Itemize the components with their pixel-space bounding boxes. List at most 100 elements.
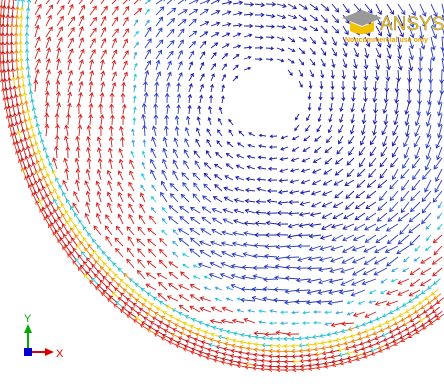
- vector-arrow: [156, 0, 166, 4]
- vector-arrow: [302, 158, 310, 162]
- vector-arrow: [212, 307, 223, 312]
- vector-arrow: [314, 158, 322, 162]
- vector-arrow: [324, 169, 332, 174]
- vector-arrow: [87, 158, 91, 169]
- vector-arrow: [167, 29, 174, 37]
- vector-arrow: [156, 7, 164, 15]
- vector-arrow: [2, 60, 6, 69]
- vector-arrow: [213, 326, 222, 330]
- vector-arrow: [219, 107, 222, 114]
- vector-arrow: [385, 81, 389, 92]
- vector-arrow: [143, 140, 146, 147]
- vector-arrow: [332, 59, 335, 67]
- vector-arrow: [267, 211, 277, 215]
- vector-arrow: [144, 93, 148, 103]
- vector-arrow: [392, 279, 399, 282]
- vector-arrow: [330, 103, 333, 111]
- vector-arrow: [244, 56, 251, 59]
- vector-arrow: [175, 116, 179, 125]
- vector-arrow: [57, 48, 61, 59]
- vector-arrow: [90, 60, 94, 70]
- vector-arrow: [18, 85, 22, 94]
- vector-arrow: [366, 202, 376, 209]
- vector-arrow: [410, 268, 420, 275]
- vector-arrow: [281, 322, 288, 325]
- vector-arrow: [211, 33, 219, 37]
- vector-arrow: [266, 14, 275, 18]
- vector-arrow: [222, 358, 231, 362]
- vector-arrow: [403, 268, 409, 272]
- vector-arrow: [227, 298, 234, 301]
- vector-arrow: [411, 191, 420, 201]
- vector-arrow: [178, 0, 187, 4]
- vector-arrow: [78, 114, 82, 125]
- vector-field: [0, 0, 444, 372]
- vector-arrow: [137, 239, 145, 246]
- vector-arrow: [167, 61, 171, 70]
- vector-arrow: [22, 148, 26, 157]
- vector-arrow: [352, 92, 356, 101]
- vector-arrow: [108, 181, 112, 191]
- vector-arrow: [300, 202, 310, 206]
- triad-y-head: [24, 324, 32, 333]
- vector-arrow: [93, 251, 99, 258]
- vector-arrow: [378, 202, 387, 210]
- vector-arrow: [418, 70, 422, 82]
- vector-arrow: [79, 82, 83, 92]
- vector-arrow: [392, 147, 398, 157]
- vector-arrow: [235, 188, 244, 192]
- vector-arrow: [121, 293, 128, 299]
- vector-arrow: [101, 71, 105, 81]
- vector-arrow: [360, 136, 365, 145]
- vector-arrow: [342, 70, 346, 79]
- vector-arrow: [267, 199, 277, 203]
- vector-arrow: [35, 59, 40, 70]
- vector-arrow: [237, 309, 244, 312]
- vector-arrow: [7, 6, 11, 15]
- vector-arrow: [28, 83, 32, 92]
- vector-arrow: [200, 346, 209, 350]
- vector-arrow: [42, 186, 46, 194]
- vector-arrow: [232, 253, 244, 257]
- vector-arrow: [223, 353, 232, 357]
- vector-arrow: [355, 354, 364, 358]
- vector-arrow: [255, 25, 263, 28]
- vector-arrow: [106, 215, 112, 224]
- vector-arrow: [46, 70, 50, 81]
- vector-arrow: [189, 31, 197, 37]
- vector-arrow: [384, 114, 388, 125]
- vector-arrow: [331, 355, 340, 359]
- vector-arrow: [181, 272, 189, 279]
- vector-arrow: [322, 213, 332, 218]
- vector-arrow: [403, 158, 409, 168]
- vector-arrow: [404, 147, 409, 158]
- vector-arrow: [211, 0, 220, 4]
- vector-arrow: [145, 0, 150, 4]
- vector-arrow: [325, 158, 332, 164]
- vector-arrow: [261, 359, 270, 363]
- vector-arrow: [200, 52, 205, 59]
- vector-arrow: [397, 70, 401, 81]
- vector-arrow: [413, 169, 420, 179]
- vector-arrow: [63, 181, 68, 191]
- vector-arrow: [200, 9, 208, 15]
- vector-arrow: [189, 62, 193, 70]
- vector-arrow: [68, 82, 72, 92]
- vector-arrow: [258, 156, 266, 159]
- vector-arrow: [185, 128, 189, 136]
- vector-arrow: [20, 58, 24, 67]
- vector-arrow: [57, 6, 64, 15]
- vector-arrow: [345, 180, 354, 186]
- vector-arrow: [89, 268, 95, 275]
- vector-arrow: [43, 147, 47, 156]
- vector-arrow: [266, 25, 274, 28]
- vector-arrow: [6, 15, 10, 24]
- axis-triad: Y X: [24, 313, 64, 360]
- vector-arrow: [361, 125, 365, 134]
- vector-arrow: [85, 214, 90, 225]
- vector-arrow: [215, 185, 222, 191]
- vector-arrow: [398, 330, 406, 335]
- vector-arrow: [351, 103, 355, 112]
- vector-arrow: [332, 37, 336, 45]
- vector-arrow: [145, 61, 151, 70]
